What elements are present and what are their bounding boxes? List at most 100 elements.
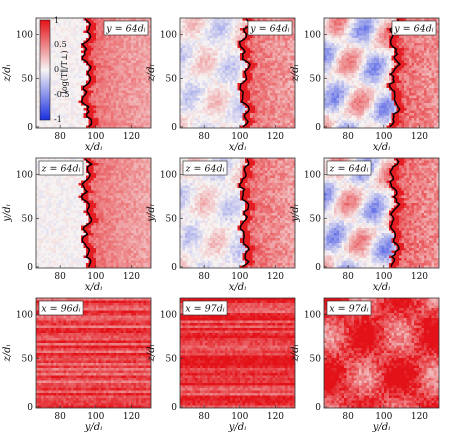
field-cell	[182, 40, 186, 44]
field-cell	[280, 18, 283, 21]
field-cell	[406, 48, 410, 51]
field-cell	[103, 70, 107, 74]
field-cell	[53, 28, 57, 31]
field-cell	[255, 55, 258, 59]
field-cell	[411, 40, 415, 44]
field-cell	[409, 68, 412, 71]
field-cell	[180, 63, 183, 66]
field-cell	[282, 83, 286, 86]
field-cell	[240, 110, 243, 114]
field-cell	[346, 70, 350, 74]
field-cell	[351, 48, 355, 51]
field-cell	[205, 53, 208, 56]
field-cell	[121, 70, 124, 74]
field-cell	[220, 63, 223, 66]
field-cell	[434, 83, 437, 86]
field-cell	[111, 90, 114, 94]
field-cell	[101, 63, 104, 66]
field-cell	[336, 33, 340, 36]
field-cell	[101, 95, 104, 99]
field-cell	[128, 75, 132, 79]
field-cell	[36, 63, 39, 66]
field-cell	[56, 73, 59, 76]
field-cell	[185, 75, 188, 79]
field-cell	[409, 93, 412, 96]
field-cell	[227, 45, 231, 49]
field-cell	[98, 55, 102, 59]
field-cell	[123, 63, 127, 66]
field-cell	[121, 53, 124, 56]
field-cell	[250, 85, 253, 89]
field-cell	[290, 60, 293, 64]
field-cell	[53, 70, 57, 74]
field-cell	[61, 53, 64, 56]
field-cell	[217, 35, 221, 39]
field-cell	[379, 18, 382, 21]
field-cell	[146, 73, 149, 76]
field-cell	[133, 43, 137, 46]
field-cell	[210, 50, 213, 54]
field-cell	[359, 35, 362, 39]
field-cell	[292, 113, 296, 116]
field-cell	[384, 35, 387, 39]
field-cell	[369, 28, 372, 31]
field-cell	[146, 120, 149, 124]
field-cell	[287, 43, 291, 46]
field-cell	[237, 118, 241, 121]
field-cell	[121, 45, 124, 49]
field-cell	[359, 95, 362, 99]
field-cell	[235, 118, 238, 121]
field-cell	[389, 58, 392, 61]
field-cell	[63, 113, 67, 116]
field-cell	[220, 18, 223, 21]
field-cell	[222, 110, 226, 114]
field-cell	[121, 50, 124, 54]
field-cell	[341, 55, 345, 59]
field-cell	[339, 33, 342, 36]
field-cell	[416, 73, 420, 76]
field-cell	[227, 78, 231, 81]
field-cell	[108, 80, 112, 84]
field-cell	[98, 35, 102, 39]
field-cell	[346, 63, 350, 66]
field-cell	[116, 90, 119, 94]
field-cell	[182, 25, 186, 29]
field-cell	[292, 68, 296, 71]
field-cell	[73, 48, 77, 51]
field-cell	[113, 73, 117, 76]
field-cell	[235, 73, 238, 76]
field-cell	[339, 100, 342, 104]
field-cell	[242, 120, 246, 124]
field-cell	[146, 93, 149, 96]
field-cell	[329, 20, 332, 24]
field-cell	[292, 103, 296, 106]
field-cell	[205, 103, 208, 106]
field-cell	[262, 65, 266, 69]
field-cell	[197, 40, 201, 44]
field-cell	[351, 33, 355, 36]
field-cell	[326, 80, 330, 84]
field-cell	[207, 100, 211, 104]
field-cell	[371, 100, 375, 104]
field-cell	[220, 70, 223, 74]
field-cell	[76, 115, 79, 119]
field-cell	[202, 105, 206, 109]
field-cell	[121, 98, 124, 101]
field-cell	[133, 105, 137, 109]
field-cell	[180, 88, 183, 91]
field-cell	[349, 18, 352, 21]
field-cell	[339, 85, 342, 89]
field-cell	[146, 78, 149, 81]
field-cell	[123, 90, 127, 94]
field-cell	[36, 23, 39, 26]
field-cell	[285, 103, 288, 106]
field-cell	[225, 75, 228, 79]
field-cell	[185, 105, 188, 109]
field-cell	[429, 65, 432, 69]
field-cell	[399, 83, 402, 86]
field-cell	[180, 90, 183, 94]
field-cell	[331, 65, 335, 69]
field-cell	[351, 70, 355, 74]
field-cell	[113, 95, 117, 99]
x-axis-label: x/dᵢ	[229, 142, 246, 153]
